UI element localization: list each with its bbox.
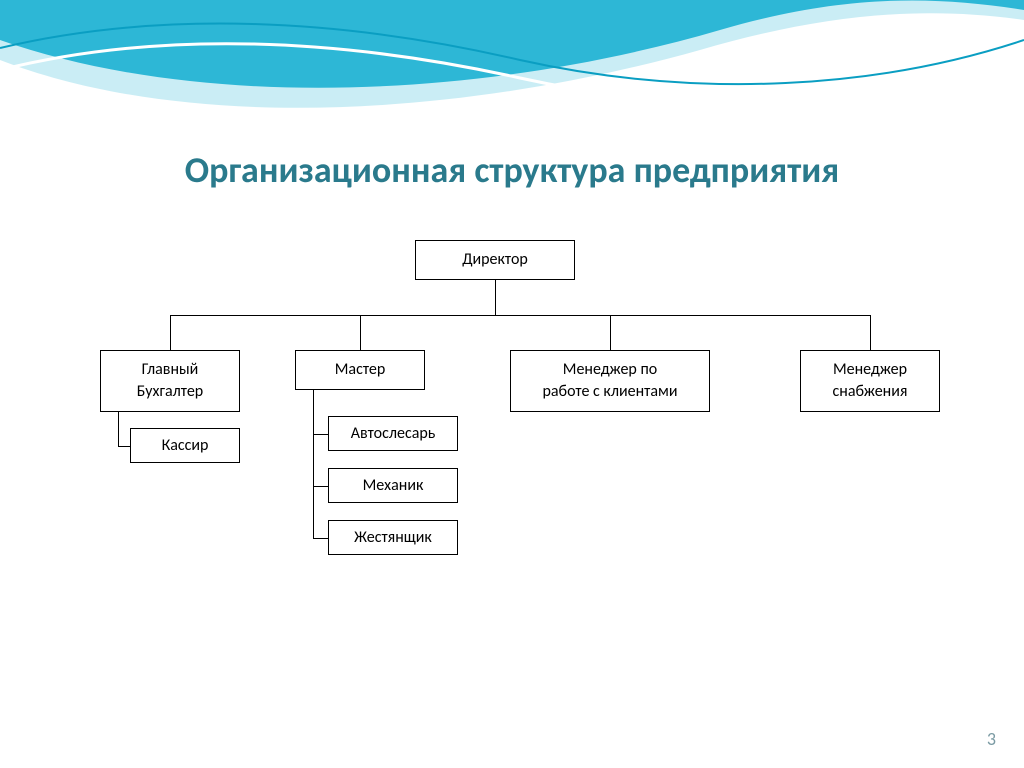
org-node-tinsmith: Жестянщик: [328, 520, 458, 555]
org-edge: [313, 390, 314, 538]
org-node-cashier: Кассир: [130, 428, 240, 463]
org-chart: Директор ГлавныйБухгалтер Мастер Менеджер п…: [70, 240, 970, 670]
org-edge: [313, 538, 328, 539]
org-node-mgrsupply: Менеджерснабжения: [800, 350, 940, 412]
org-edge: [495, 280, 496, 315]
org-edge: [118, 412, 119, 446]
org-node-mechanic: Механик: [328, 468, 458, 503]
page-number: 3: [987, 728, 996, 750]
org-edge: [170, 315, 171, 350]
slide-title: Организационная структура предприятия: [0, 148, 1024, 192]
org-node-accountant: ГлавныйБухгалтер: [100, 350, 240, 412]
org-edge: [170, 315, 870, 316]
org-edge: [313, 434, 328, 435]
org-node-mgrclients: Менеджер поработе с клиентами: [510, 350, 710, 412]
org-edge: [360, 315, 361, 350]
org-node-auto: Автослесарь: [328, 416, 458, 451]
org-edge: [313, 486, 328, 487]
org-edge: [610, 315, 611, 350]
wave-decoration: [0, 0, 1024, 140]
org-edge: [870, 315, 871, 350]
org-node-director: Директор: [415, 240, 575, 280]
org-edge: [118, 446, 130, 447]
org-node-master: Мастер: [295, 350, 425, 390]
